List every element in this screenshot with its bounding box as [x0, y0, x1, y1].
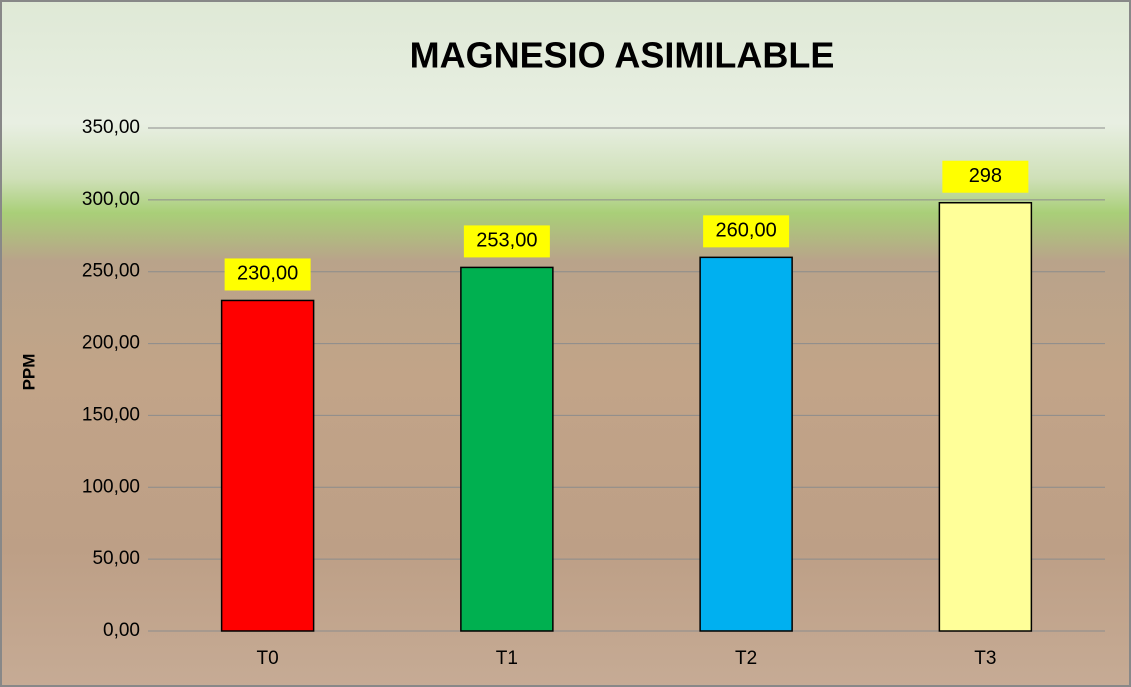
bar [700, 257, 792, 631]
bar [939, 203, 1031, 631]
bar [461, 267, 553, 631]
y-tick-label: 0,00 [103, 620, 140, 641]
chart-title: MAGNESIO ASIMILABLE [410, 35, 835, 76]
value-label: 230,00 [237, 263, 298, 285]
chart-container: MAGNESIO ASIMILABLE PPM 0,00 50,00 100,00 1… [0, 0, 1131, 687]
chart: MAGNESIO ASIMILABLE PPM 0,00 50,00 100,00 1… [0, 0, 1131, 687]
y-axis-label: PPM [19, 354, 38, 391]
value-label: 253,00 [476, 230, 537, 252]
x-tick-label: T3 [974, 648, 996, 669]
y-tick-label: 300,00 [82, 189, 140, 210]
y-tick-label: 100,00 [82, 476, 140, 497]
x-tick-label: T1 [496, 648, 518, 669]
x-tick-label: T2 [735, 648, 757, 669]
y-tick-label: 50,00 [92, 548, 140, 569]
y-tick-label: 250,00 [82, 261, 140, 282]
value-label: 260,00 [716, 220, 777, 242]
y-tick-label: 200,00 [82, 333, 140, 354]
y-tick-label: 350,00 [82, 117, 140, 138]
bar [222, 300, 314, 631]
x-tick-label: T0 [257, 648, 279, 669]
value-label: 298 [969, 165, 1002, 187]
y-tick-label: 150,00 [82, 404, 140, 425]
